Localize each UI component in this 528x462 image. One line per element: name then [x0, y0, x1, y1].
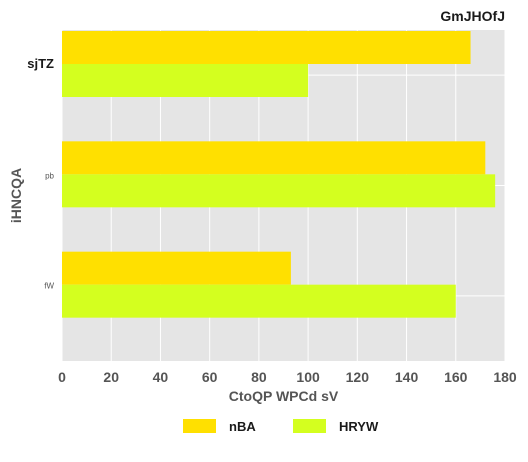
chart-title: GmJHOfJ — [440, 8, 505, 24]
legend: nBA HRYW — [183, 419, 379, 434]
x-tick-label: 180 — [493, 369, 517, 385]
y-tick-labels: sjTZ pb fW — [27, 56, 54, 291]
x-tick-label: 60 — [202, 369, 218, 385]
x-tick-label: 80 — [251, 369, 267, 385]
bar-nBA-pb — [62, 141, 486, 175]
x-tick-label: 40 — [153, 369, 169, 385]
y-tick-label: pb — [45, 171, 54, 180]
bars — [62, 31, 496, 318]
legend-swatch-HRYW — [293, 419, 326, 433]
bar-HRYW-sjTZ — [62, 64, 309, 97]
x-axis-label: CtoQP WPCd sV — [229, 388, 339, 404]
bar-HRYW-fW — [62, 284, 456, 318]
legend-label-nBA: nBA — [229, 419, 256, 434]
legend-label-HRYW: HRYW — [339, 419, 379, 434]
y-axis-label: iHNCQA — [8, 168, 24, 223]
x-tick-label: 160 — [444, 369, 468, 385]
x-tick-label: 0 — [58, 369, 66, 385]
y-tick-label: sjTZ — [27, 56, 54, 71]
bar-HRYW-pb — [62, 174, 496, 208]
bar-nBA-fW — [62, 251, 291, 285]
bar-nBA-sjTZ — [62, 31, 471, 64]
x-tick-label: 20 — [103, 369, 119, 385]
x-tick-label: 100 — [296, 369, 320, 385]
legend-swatch-nBA — [183, 419, 216, 433]
x-tick-label: 140 — [395, 369, 419, 385]
x-tick-labels: 0 20 40 60 80 100 120 140 160 180 — [58, 369, 517, 385]
x-tick-label: 120 — [346, 369, 370, 385]
y-tick-label: fW — [44, 282, 54, 291]
